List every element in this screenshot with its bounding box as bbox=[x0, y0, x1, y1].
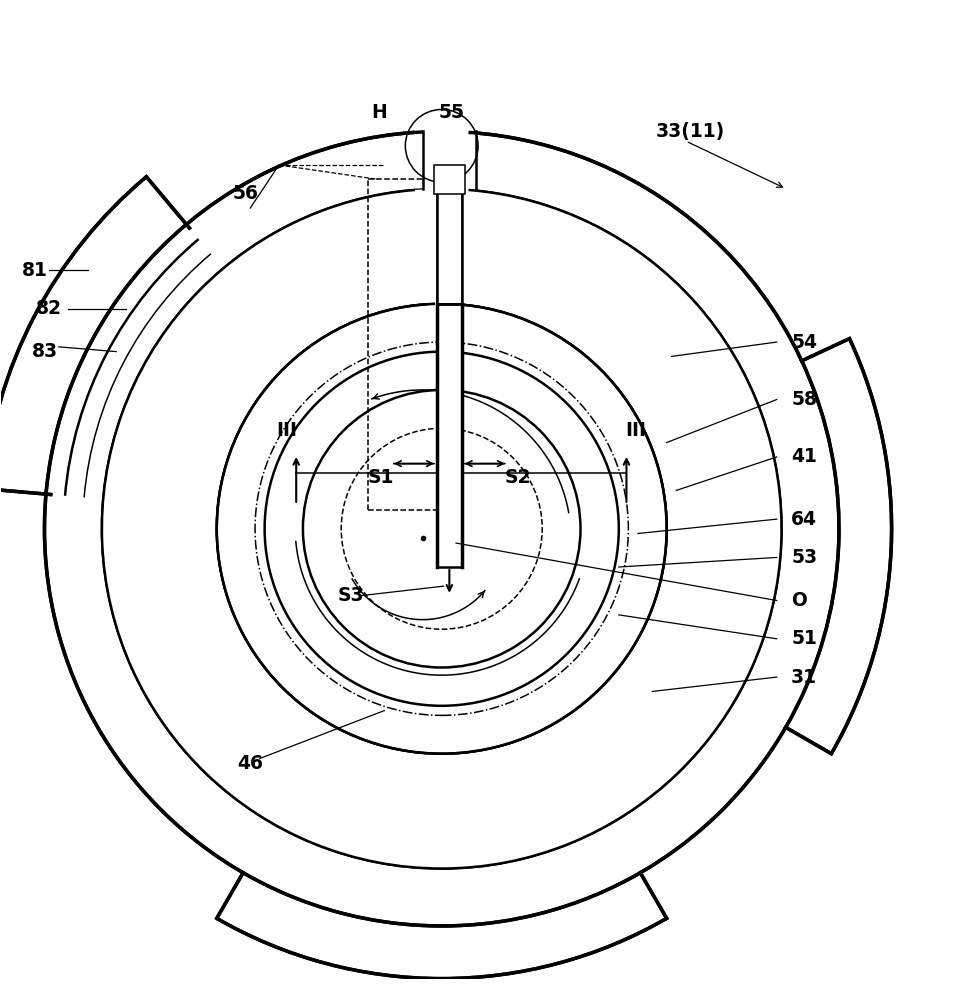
Bar bbox=[422, 122, 476, 198]
Text: 55: 55 bbox=[439, 103, 465, 122]
Text: 56: 56 bbox=[232, 184, 258, 203]
Wedge shape bbox=[0, 176, 189, 495]
Circle shape bbox=[44, 131, 839, 926]
Text: S3: S3 bbox=[338, 586, 364, 605]
Circle shape bbox=[102, 189, 781, 869]
Bar bbox=[434, 165, 465, 194]
Text: 33(11): 33(11) bbox=[656, 122, 725, 141]
Text: 58: 58 bbox=[791, 390, 817, 409]
Text: S1: S1 bbox=[368, 468, 394, 487]
Circle shape bbox=[102, 189, 781, 869]
Text: 31: 31 bbox=[791, 668, 817, 687]
Circle shape bbox=[217, 304, 666, 754]
Text: 41: 41 bbox=[791, 447, 817, 466]
Bar bbox=[437, 184, 462, 304]
Text: 81: 81 bbox=[22, 261, 48, 280]
Text: 83: 83 bbox=[32, 342, 58, 361]
Text: S2: S2 bbox=[505, 468, 532, 487]
Text: 82: 82 bbox=[36, 299, 62, 318]
Wedge shape bbox=[216, 869, 667, 980]
Text: III: III bbox=[626, 421, 646, 440]
Text: 46: 46 bbox=[237, 754, 263, 773]
Wedge shape bbox=[781, 338, 893, 754]
Text: 53: 53 bbox=[791, 548, 817, 567]
Text: 54: 54 bbox=[791, 333, 817, 352]
Text: 51: 51 bbox=[791, 629, 817, 648]
Text: III: III bbox=[276, 421, 298, 440]
Text: 64: 64 bbox=[791, 510, 817, 529]
Bar bbox=[437, 304, 462, 567]
Circle shape bbox=[217, 304, 666, 754]
Text: H: H bbox=[372, 103, 388, 122]
Bar bbox=[435, 294, 464, 313]
Text: O: O bbox=[791, 591, 807, 610]
